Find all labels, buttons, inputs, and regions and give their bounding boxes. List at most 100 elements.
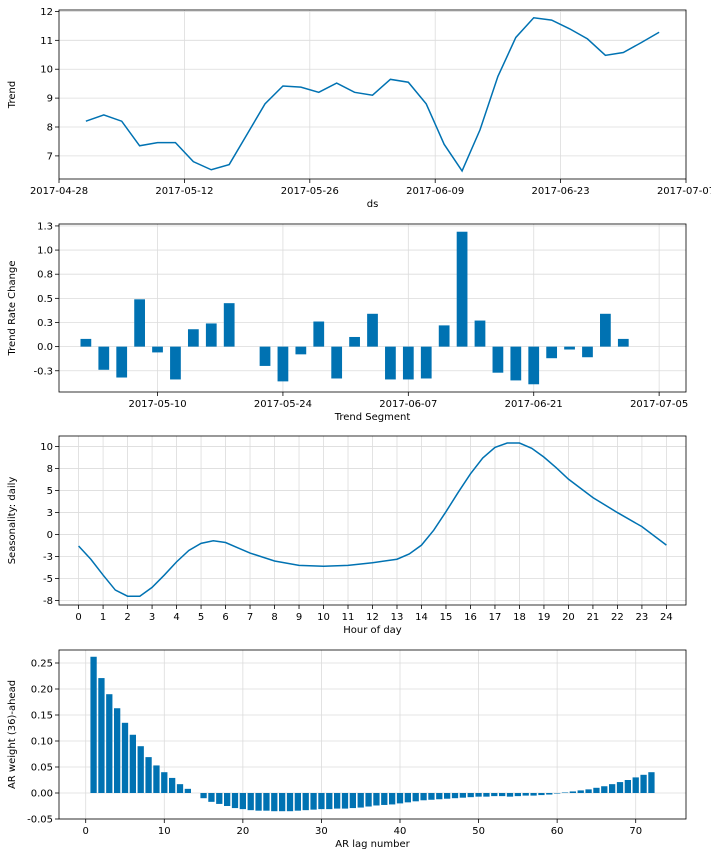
y-tick-label: 10: [40, 65, 53, 76]
x-tick-label: 1: [100, 612, 106, 623]
bar: [176, 784, 184, 793]
bar: [153, 765, 160, 793]
bar: [184, 788, 191, 793]
bar: [259, 346, 271, 366]
bar: [624, 780, 631, 793]
y-tick-label: 0.00: [31, 789, 53, 800]
bar: [412, 793, 419, 802]
trend-panel: 2017-04-28 2017-05-12 2017-05-26 2017-06-09…: [7, 7, 711, 210]
bar: [546, 793, 553, 795]
bar: [632, 777, 639, 793]
ar-weight-panel: 0 10 20 30 40 50 60 70 -0.05 0.00 0.05 0.10 0.15 0.20…: [7, 649, 687, 850]
bar: [134, 299, 145, 347]
bar: [161, 772, 168, 793]
bar: [585, 789, 592, 793]
bar: [286, 793, 294, 812]
y-tick-label: 0.10: [31, 737, 53, 748]
bar: [538, 793, 545, 796]
x-tick-label: 6: [222, 612, 228, 623]
bar: [263, 793, 270, 811]
x-tick-label: 15: [440, 612, 453, 623]
bar: [116, 346, 128, 378]
bar: [600, 313, 611, 347]
y-tick-label: 0.3: [37, 318, 53, 329]
bar: [295, 346, 307, 355]
bar: [145, 757, 152, 793]
x-tick-label: 24: [660, 612, 673, 623]
bar: [467, 793, 474, 798]
x-tick-label: 13: [391, 612, 404, 623]
bar: [582, 346, 593, 358]
bar: [129, 734, 136, 793]
trend-rate-change-panel: 2017-05-10 2017-05-24 2017-06-07 2017-06-21…: [7, 221, 688, 423]
bar: [385, 346, 396, 380]
x-tick-label: 11: [342, 612, 355, 623]
y-tick-label: 12: [40, 7, 53, 18]
y-axis-label: Trend: [7, 81, 18, 109]
bar: [247, 793, 254, 811]
x-tick-label: 4: [173, 612, 179, 623]
y-tick-label: -8: [43, 596, 53, 607]
y-tick-label: 3: [47, 508, 53, 519]
x-tick-label: 2017-05-10: [128, 399, 186, 410]
x-tick-label: 60: [551, 826, 564, 837]
bar: [341, 793, 349, 809]
plot-frame: [58, 223, 687, 393]
x-tick-label: 2017-06-23: [532, 186, 590, 197]
x-tick-label: 17: [489, 612, 502, 623]
y-tick-label: 0.5: [37, 294, 53, 305]
y-tick-label: 5: [47, 486, 53, 497]
bar: [318, 793, 325, 810]
bar: [137, 746, 144, 793]
x-tick-label: 8: [271, 612, 277, 623]
seasonality-daily-panel: 0 1 2 3 4 5 6 7 8 9 10 11 12 13 14 15 16 17 18 19 20 21 22 23 24…: [7, 435, 687, 636]
bar: [294, 793, 301, 811]
bar: [491, 793, 498, 797]
bar: [106, 694, 113, 793]
bar: [616, 782, 624, 793]
bar: [80, 338, 92, 347]
bar: [396, 793, 404, 804]
bar: [90, 656, 97, 793]
bar: [331, 346, 343, 379]
x-tick-label: 2017-05-12: [155, 186, 213, 197]
y-tick-label: -3: [43, 552, 53, 563]
bar: [121, 722, 129, 793]
bar: [554, 793, 561, 794]
x-tick-label: 5: [198, 612, 204, 623]
bar: [569, 791, 576, 793]
bar: [451, 793, 459, 799]
y-tick-label: -5: [43, 574, 53, 585]
bar: [277, 346, 289, 382]
bar: [601, 786, 608, 793]
bar: [200, 793, 207, 799]
series-line: [85, 17, 660, 173]
bar: [170, 346, 181, 380]
x-tick-label: 14: [415, 612, 428, 623]
bar: [609, 784, 616, 793]
bar: [514, 793, 521, 797]
x-tick-label: 2017-05-24: [254, 399, 312, 410]
x-tick-label: 19: [538, 612, 551, 623]
x-tick-label: 2017-06-07: [379, 399, 437, 410]
x-tick-label: 50: [472, 826, 485, 837]
x-tick-label: 12: [366, 612, 379, 623]
bar: [373, 793, 380, 806]
bar: [499, 793, 506, 797]
bar: [402, 346, 414, 380]
bar: [530, 793, 537, 796]
bar: [231, 793, 239, 809]
x-tick-label: 10: [158, 826, 171, 837]
bar: [483, 793, 490, 797]
y-axis-label: AR weight (36)-ahead: [7, 680, 18, 789]
bar: [648, 772, 655, 793]
y-tick-label: 8: [47, 123, 53, 134]
bar: [239, 793, 246, 810]
x-tick-label: 0: [75, 612, 81, 623]
bar: [169, 777, 176, 793]
y-tick-label: 1.0: [37, 246, 53, 257]
bar: [302, 793, 309, 811]
x-tick-label: 2017-07-07: [657, 186, 711, 197]
y-tick-label: 9: [47, 94, 53, 105]
